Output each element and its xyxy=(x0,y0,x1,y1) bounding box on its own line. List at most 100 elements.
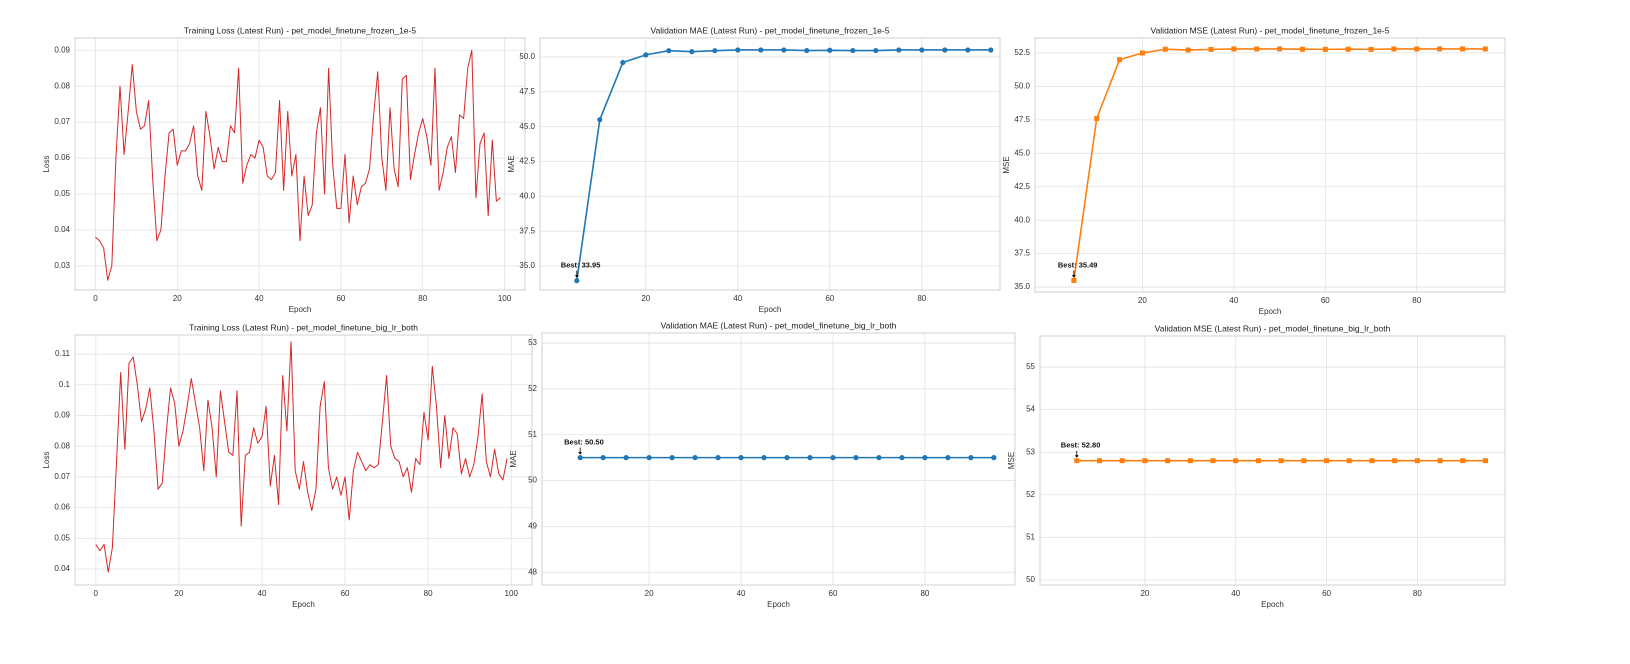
x-tick-label: 20 xyxy=(641,294,650,303)
y-tick-label: 0.05 xyxy=(54,533,70,542)
plot-area xyxy=(74,334,533,586)
data-point xyxy=(899,455,905,461)
y-tick-label: 50.0 xyxy=(519,52,535,61)
x-tick-label: 80 xyxy=(418,294,427,303)
data-point xyxy=(830,455,836,461)
data-point xyxy=(965,47,971,53)
chart-title: Validation MSE (Latest Run) - pet_model_… xyxy=(1155,323,1391,333)
x-tick-label: 40 xyxy=(1229,296,1238,305)
y-tick-label: 47.5 xyxy=(519,87,535,96)
y-tick-label: 52.5 xyxy=(1014,48,1030,57)
data-point xyxy=(1119,458,1125,464)
data-point xyxy=(1368,46,1374,52)
data-point xyxy=(807,455,813,461)
data-point xyxy=(827,47,833,53)
x-tick-label: 0 xyxy=(93,294,98,303)
y-tick-label: 50 xyxy=(528,476,537,485)
annotation: Best: 52.80 xyxy=(1061,441,1101,450)
data-point xyxy=(896,47,902,53)
data-point xyxy=(1231,46,1237,52)
x-tick-label: 40 xyxy=(255,294,264,303)
chart-title: Training Loss (Latest Run) - pet_model_f… xyxy=(189,322,418,332)
y-tick-label: 0.11 xyxy=(55,349,71,358)
x-axis-label: Epoch xyxy=(1259,307,1282,316)
data-point xyxy=(784,455,790,461)
x-tick-label: 80 xyxy=(917,294,926,303)
data-point xyxy=(1255,458,1261,464)
x-tick-label: 100 xyxy=(498,294,512,303)
y-tick-label: 0.09 xyxy=(54,45,70,54)
y-tick-label: 40.0 xyxy=(519,191,535,200)
y-tick-label: 53 xyxy=(528,338,537,347)
data-point xyxy=(991,455,997,461)
y-tick-label: 37.5 xyxy=(1014,249,1030,258)
annotation-arrowhead xyxy=(1071,274,1076,278)
data-point xyxy=(620,59,626,66)
data-point xyxy=(1233,458,1239,464)
y-tick-label: 53 xyxy=(1026,447,1035,456)
annotation: Best: 33.95 xyxy=(561,261,601,270)
data-point xyxy=(1208,46,1214,52)
data-point xyxy=(919,47,925,53)
data-point xyxy=(1460,458,1466,464)
data-point xyxy=(942,47,948,53)
data-point xyxy=(968,455,974,461)
plot-frame xyxy=(1034,37,1506,293)
x-tick-label: 80 xyxy=(1413,589,1422,598)
y-axis-label: Loss xyxy=(42,452,51,469)
x-tick-label: 60 xyxy=(1322,589,1331,598)
data-point xyxy=(1346,458,1352,464)
y-tick-label: 50 xyxy=(1026,575,1035,584)
data-point xyxy=(758,47,764,53)
plot-area xyxy=(539,37,1001,291)
data-point xyxy=(1074,458,1080,464)
y-tick-label: 45.0 xyxy=(1014,148,1030,157)
data-point xyxy=(1345,46,1351,52)
data-point xyxy=(1391,46,1397,52)
y-tick-label: 50.0 xyxy=(1014,82,1030,91)
x-axis-label: Epoch xyxy=(759,305,782,314)
x-axis-label: Epoch xyxy=(1261,600,1284,609)
y-tick-label: 0.09 xyxy=(54,411,70,420)
data-point xyxy=(1482,46,1488,52)
data-point xyxy=(1142,458,1148,464)
y-tick-label: 35.0 xyxy=(1014,282,1030,291)
y-tick-label: 45.0 xyxy=(519,122,535,131)
y-tick-label: 54 xyxy=(1026,405,1035,414)
annotation-arrowhead xyxy=(1074,455,1079,458)
y-tick-label: 48 xyxy=(528,567,537,576)
y-tick-label: 52 xyxy=(528,384,537,393)
y-tick-label: 40.0 xyxy=(1014,215,1030,224)
data-point xyxy=(1392,458,1398,464)
data-point xyxy=(988,47,994,53)
data-point xyxy=(922,455,928,461)
data-point xyxy=(1437,46,1443,52)
data-point xyxy=(1322,46,1328,52)
annotation-arrowhead xyxy=(574,275,579,278)
y-tick-label: 0.03 xyxy=(54,261,70,270)
data-point xyxy=(597,117,603,123)
chart-title: Validation MAE (Latest Run) - pet_model_… xyxy=(661,320,897,330)
x-tick-label: 0 xyxy=(94,589,99,598)
data-point xyxy=(735,47,741,53)
y-tick-label: 0.06 xyxy=(54,503,70,512)
annotation: Best: 35.49 xyxy=(1058,260,1098,269)
data-line xyxy=(95,49,501,281)
y-tick-label: 0.04 xyxy=(54,564,70,573)
plot-frame xyxy=(74,37,526,291)
y-tick-label: 42.5 xyxy=(519,157,535,166)
data-point xyxy=(600,455,606,461)
y-tick-label: 0.1 xyxy=(59,380,71,389)
data-point xyxy=(876,455,882,461)
data-point xyxy=(1459,46,1465,52)
plot-area xyxy=(1034,37,1506,293)
x-tick-label: 20 xyxy=(1140,589,1149,598)
x-tick-label: 20 xyxy=(1138,296,1147,305)
plot-area xyxy=(74,37,526,291)
x-tick-label: 20 xyxy=(174,589,183,598)
data-point xyxy=(692,455,698,461)
y-tick-label: 52 xyxy=(1026,490,1035,499)
x-axis-label: Epoch xyxy=(289,305,312,314)
chart-title: Validation MAE (Latest Run) - pet_model_… xyxy=(651,25,890,35)
